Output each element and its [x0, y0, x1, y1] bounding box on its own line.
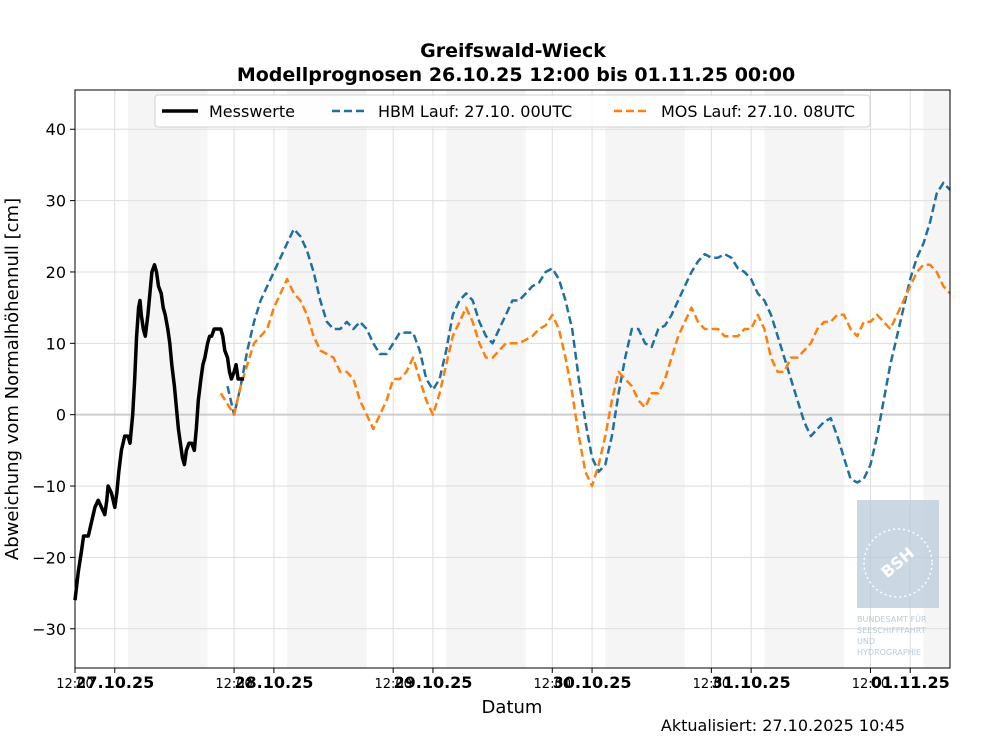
- night-band: [287, 90, 367, 668]
- legend-label: Messwerte: [209, 102, 295, 121]
- legend-label: HBM Lauf: 27.10. 00UTC: [378, 102, 572, 121]
- y-axis-label: Abweichung vom Normalhöhennull [cm]: [2, 198, 23, 560]
- y-tick-label: 30: [46, 192, 66, 211]
- night-band: [128, 90, 208, 668]
- x-axis-label: Datum: [482, 697, 543, 718]
- y-tick-label: 10: [46, 334, 66, 353]
- plot-frame: [74, 89, 951, 669]
- x-tick-label: 12:00: [56, 677, 93, 692]
- y-tick-label: 20: [46, 263, 66, 282]
- legend: Messwerte HBM Lauf: 27.10. 00UTC MOS Lauf:…: [154, 94, 871, 128]
- x-tick-label: 30.10.25: [553, 673, 632, 692]
- logo-line: BUNDESAMT FÜR: [857, 614, 927, 624]
- y-tick-label: 40: [46, 120, 66, 139]
- legend-box: [154, 94, 871, 128]
- night-band: [764, 90, 844, 668]
- y-tick-label: −10: [32, 477, 66, 496]
- logo-line: UND: [857, 637, 875, 646]
- series-line-messwerte: [73, 263, 244, 601]
- updated-timestamp: Aktualisiert: 27.10.2025 10:45: [661, 716, 905, 735]
- x-tick-label: 31.10.25: [712, 673, 791, 692]
- logo-line: SEESCHIFFFAHRT: [857, 626, 926, 635]
- x-tick-label: 12:00: [374, 677, 411, 692]
- y-tick-label: −20: [32, 548, 66, 567]
- y-tick-label: 0: [56, 406, 66, 425]
- logo-ring: [863, 528, 933, 598]
- night-band: [446, 90, 526, 668]
- x-tick-label: 12:00: [852, 677, 889, 692]
- x-tick-label: 28.10.25: [234, 673, 313, 692]
- night-band: [605, 90, 685, 668]
- x-tick-label: 12:00: [215, 677, 252, 692]
- series-line-hbm: [226, 181, 951, 484]
- x-tick-label: 27.10.25: [75, 673, 154, 692]
- night-bands: [128, 90, 950, 668]
- logo-line: HYDROGRAPHIE: [857, 648, 921, 657]
- chart-subtitle: Modellprognosen 26.10.25 12:00 bis 01.11…: [237, 64, 795, 86]
- series-layer: [73, 181, 951, 601]
- legend-label: MOS Lauf: 27.10. 08UTC: [661, 102, 855, 121]
- y-tick-label: −30: [32, 620, 66, 639]
- x-tick-label: 12:00: [534, 677, 571, 692]
- x-tick-label: 12:00: [693, 677, 730, 692]
- x-tick-label: 29.10.25: [393, 673, 472, 692]
- x-tick-label: 01.11.25: [871, 673, 950, 692]
- chart-title: Greifswald-Wieck: [420, 40, 606, 62]
- logo-block: [857, 500, 939, 608]
